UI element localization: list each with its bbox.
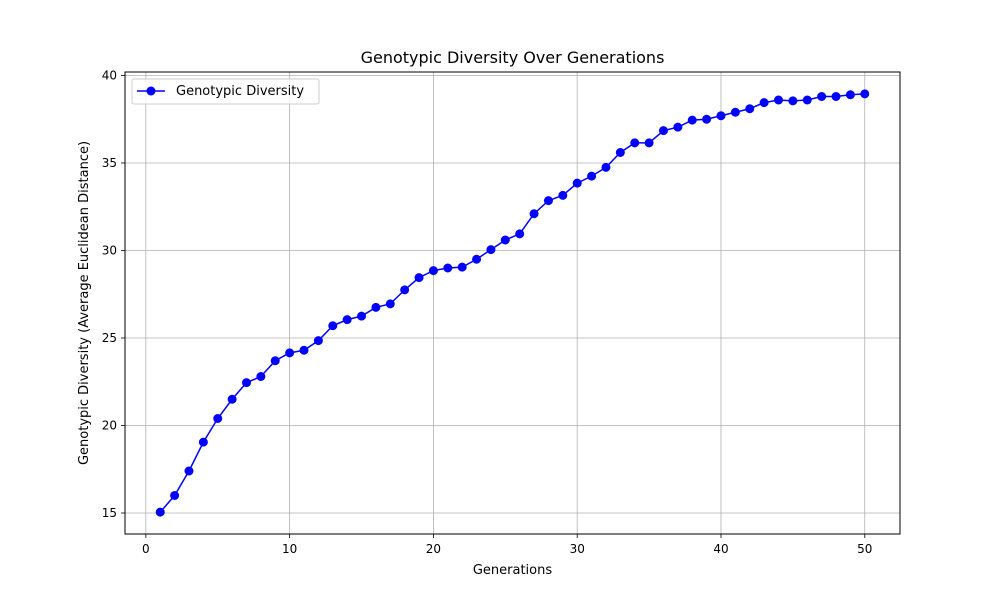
- x-tick-label: 50: [857, 542, 872, 556]
- data-point: [543, 196, 553, 206]
- data-point: [644, 138, 654, 148]
- data-point: [817, 92, 827, 101]
- series-layer: [155, 89, 870, 517]
- data-point: [385, 299, 395, 309]
- y-tick-label: 35: [102, 156, 117, 170]
- data-point: [529, 209, 539, 219]
- data-point: [702, 114, 712, 124]
- data-point: [687, 115, 697, 125]
- ticks: 0 10 20 30 40 50 15 20 25 30 35 40: [102, 69, 873, 557]
- x-tick-label: 10: [282, 542, 297, 556]
- data-point: [256, 372, 266, 381]
- data-point: [400, 285, 410, 295]
- data-point: [342, 315, 352, 325]
- data-point: [774, 95, 784, 105]
- data-point: [759, 98, 769, 108]
- data-point: [558, 190, 568, 200]
- data-point: [860, 89, 870, 99]
- data-point: [630, 138, 640, 148]
- data-point: [285, 348, 295, 358]
- data-point: [155, 507, 165, 517]
- chart-title: Genotypic Diversity Over Generations: [361, 48, 665, 67]
- data-point: [184, 466, 194, 476]
- x-tick-label: 0: [142, 542, 150, 556]
- data-point: [745, 104, 755, 114]
- x-tick-label: 40: [713, 542, 728, 556]
- data-point: [428, 266, 438, 276]
- data-point: [587, 171, 597, 181]
- data-point: [673, 122, 683, 132]
- y-tick-label: 30: [102, 244, 117, 258]
- data-point: [831, 92, 841, 101]
- data-point: [357, 311, 367, 321]
- legend-entry-label: Genotypic Diversity: [176, 84, 304, 99]
- x-tick-label: 30: [570, 542, 585, 556]
- data-point: [371, 302, 381, 312]
- data-point: [299, 345, 309, 355]
- data-point: [270, 356, 280, 366]
- plot-frame: [124, 71, 901, 535]
- data-point: [730, 107, 740, 117]
- data-point: [328, 321, 338, 331]
- data-point: [658, 126, 668, 136]
- data-point: [213, 414, 223, 423]
- y-tick-label: 20: [102, 419, 117, 433]
- data-point: [241, 378, 251, 388]
- x-tick-label: 20: [426, 542, 441, 556]
- legend-marker-icon: [146, 86, 156, 96]
- x-axis-label: Generations: [473, 563, 553, 578]
- data-point: [414, 273, 424, 283]
- data-point: [515, 229, 525, 239]
- data-point: [170, 491, 180, 500]
- legend-box: [131, 78, 320, 105]
- y-tick-label: 25: [102, 331, 117, 345]
- data-point: [845, 90, 855, 100]
- data-point: [227, 394, 237, 404]
- y-tick-label: 40: [102, 69, 117, 83]
- data-point: [500, 235, 510, 245]
- data-point: [601, 162, 611, 172]
- data-point: [472, 254, 482, 264]
- data-point: [788, 96, 798, 106]
- data-point: [716, 111, 726, 121]
- data-point: [802, 95, 812, 105]
- data-point: [615, 148, 625, 157]
- data-point: [572, 178, 582, 188]
- y-axis-label: Genotypic Diversity (Average Euclidean D…: [77, 141, 92, 465]
- grid: [125, 72, 900, 534]
- y-tick-label: 15: [102, 506, 117, 520]
- data-point: [457, 262, 467, 272]
- data-point: [486, 245, 496, 255]
- data-point: [313, 336, 323, 346]
- legend: Genotypic Diversity: [131, 78, 320, 105]
- data-point: [198, 437, 208, 447]
- data-point: [443, 263, 453, 273]
